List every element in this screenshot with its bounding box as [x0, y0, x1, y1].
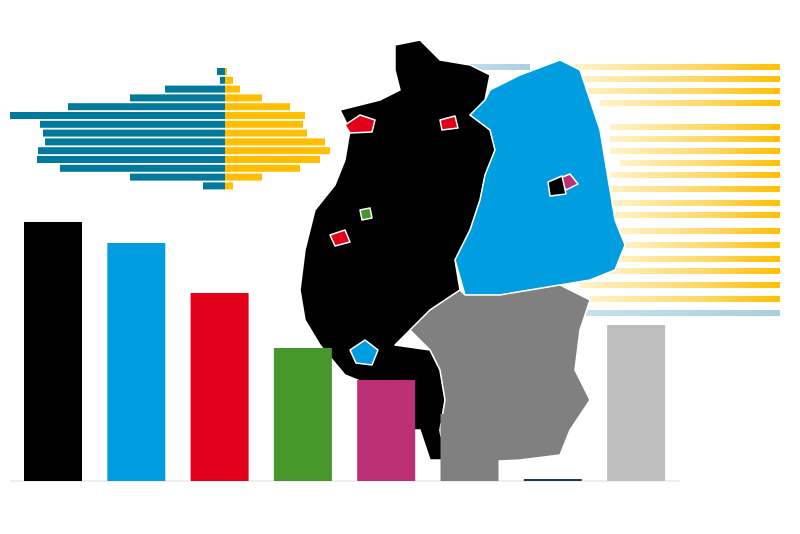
butterfly-bar	[225, 156, 320, 163]
butterfly-bar	[203, 182, 225, 190]
bar	[607, 325, 666, 481]
butterfly-bar	[225, 129, 307, 137]
bar	[273, 348, 332, 481]
butterfly-bar	[225, 85, 240, 93]
butterfly-bar	[220, 76, 225, 84]
butterfly-bar	[225, 68, 227, 75]
butterfly-bar	[60, 164, 225, 172]
butterfly-bar	[225, 94, 262, 102]
butterfly-bar	[225, 112, 305, 119]
butterfly-bar	[68, 103, 225, 111]
bar	[357, 380, 416, 481]
butterfly-bar	[217, 68, 225, 75]
bar	[440, 414, 499, 481]
map-patch	[547, 175, 567, 197]
butterfly-bar	[225, 173, 262, 181]
butterfly-bar	[225, 76, 233, 84]
butterfly-bar	[130, 94, 225, 102]
map	[299, 39, 626, 463]
butterfly-bar	[45, 138, 225, 146]
bar	[24, 222, 82, 481]
map-patch	[359, 207, 373, 221]
butterfly-bar	[225, 147, 330, 155]
butterfly-bar	[225, 138, 325, 146]
butterfly-bar	[225, 103, 290, 111]
bar	[523, 479, 582, 481]
butterfly-bar	[37, 156, 225, 163]
bar	[190, 293, 249, 481]
butterfly-bar	[40, 120, 225, 128]
butterfly-bar	[225, 182, 233, 190]
bar	[107, 243, 166, 481]
butterfly-bar	[38, 147, 225, 155]
map-patch	[349, 339, 379, 366]
stripes	[440, 64, 780, 316]
butterfly-bar	[225, 164, 300, 172]
map-patch	[439, 115, 459, 131]
butterfly-bar	[43, 129, 225, 137]
marks	[10, 68, 666, 481]
butterfly-bar	[225, 120, 303, 128]
map-patch	[344, 114, 376, 134]
butterfly-bar	[165, 85, 225, 93]
map-patch	[329, 229, 351, 247]
butterfly-bar	[130, 173, 225, 181]
butterfly-bar	[10, 112, 225, 119]
